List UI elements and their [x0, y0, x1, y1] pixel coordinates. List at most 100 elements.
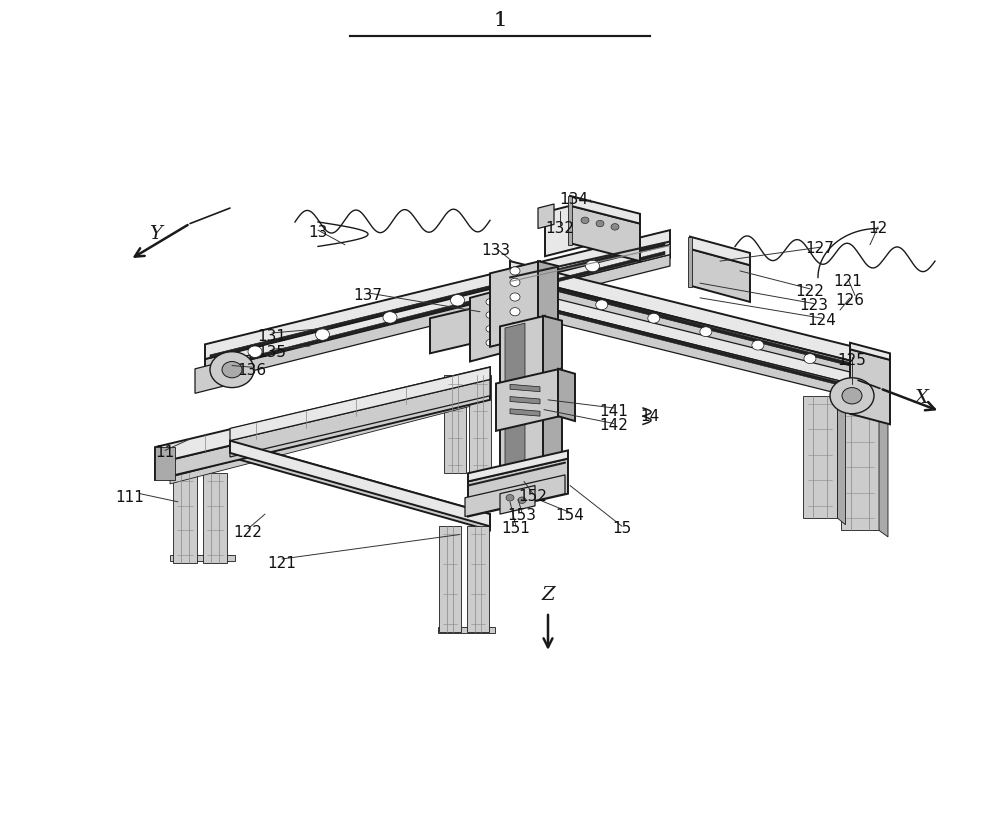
Polygon shape [430, 299, 510, 353]
Text: 122: 122 [796, 284, 824, 299]
Text: 151: 151 [502, 521, 530, 536]
Polygon shape [543, 316, 562, 478]
Polygon shape [467, 526, 489, 632]
Text: 141: 141 [600, 404, 628, 419]
Text: 152: 152 [519, 489, 547, 503]
Polygon shape [444, 375, 466, 473]
Polygon shape [469, 375, 491, 473]
Polygon shape [510, 261, 870, 366]
Polygon shape [155, 447, 175, 480]
Polygon shape [230, 441, 490, 526]
Polygon shape [510, 299, 870, 401]
Polygon shape [510, 409, 540, 416]
Polygon shape [545, 201, 590, 256]
Text: Y: Y [149, 225, 161, 243]
Circle shape [316, 329, 330, 340]
Circle shape [752, 340, 764, 350]
Text: 14: 14 [640, 409, 660, 424]
Polygon shape [230, 367, 490, 441]
Polygon shape [510, 384, 540, 392]
Polygon shape [203, 473, 227, 563]
Text: 134: 134 [560, 192, 588, 206]
Polygon shape [500, 486, 535, 514]
Text: 133: 133 [481, 243, 511, 258]
Circle shape [248, 346, 262, 357]
Polygon shape [802, 396, 837, 518]
Polygon shape [570, 196, 640, 224]
Text: 1: 1 [493, 11, 507, 30]
Text: 123: 123 [800, 299, 828, 313]
Polygon shape [470, 287, 510, 361]
Circle shape [506, 494, 514, 501]
Polygon shape [205, 245, 670, 372]
Polygon shape [205, 230, 670, 359]
Polygon shape [690, 237, 750, 265]
Circle shape [581, 217, 589, 224]
Circle shape [510, 322, 520, 330]
Polygon shape [837, 396, 845, 525]
Polygon shape [515, 299, 868, 392]
Polygon shape [570, 206, 640, 261]
Polygon shape [568, 196, 572, 245]
Circle shape [648, 313, 660, 323]
Polygon shape [439, 526, 461, 632]
Text: 135: 135 [258, 345, 287, 360]
Circle shape [700, 326, 712, 336]
Text: 137: 137 [354, 288, 382, 303]
Text: X: X [914, 389, 928, 407]
Circle shape [510, 278, 520, 286]
Text: 11: 11 [155, 446, 175, 460]
Polygon shape [195, 355, 250, 393]
Polygon shape [500, 316, 545, 484]
Circle shape [486, 312, 494, 318]
Circle shape [510, 308, 520, 316]
Polygon shape [515, 277, 868, 370]
Circle shape [210, 352, 254, 388]
Polygon shape [465, 475, 565, 517]
Text: 121: 121 [268, 556, 296, 570]
Polygon shape [230, 441, 490, 530]
Circle shape [450, 295, 464, 306]
Circle shape [518, 497, 526, 503]
Text: 126: 126 [836, 293, 864, 308]
Circle shape [510, 267, 520, 275]
Text: 136: 136 [237, 363, 267, 378]
Polygon shape [850, 343, 890, 360]
Polygon shape [850, 349, 890, 424]
Text: 12: 12 [868, 221, 888, 236]
Circle shape [611, 224, 619, 230]
Text: 1: 1 [493, 11, 507, 30]
Polygon shape [218, 251, 665, 368]
Polygon shape [490, 261, 540, 347]
Circle shape [510, 293, 520, 301]
Polygon shape [496, 369, 560, 431]
Text: 132: 132 [546, 221, 574, 236]
Polygon shape [510, 397, 540, 404]
Text: 142: 142 [600, 419, 628, 433]
Circle shape [596, 300, 608, 309]
Polygon shape [215, 245, 670, 367]
Circle shape [486, 299, 494, 305]
Polygon shape [538, 261, 558, 339]
Circle shape [544, 286, 556, 296]
Text: 127: 127 [806, 242, 834, 256]
Circle shape [518, 277, 532, 289]
Polygon shape [215, 255, 670, 380]
Polygon shape [558, 369, 575, 421]
Circle shape [804, 354, 816, 364]
Text: 124: 124 [808, 313, 836, 328]
Text: 121: 121 [834, 274, 862, 289]
Text: 154: 154 [556, 508, 584, 523]
Polygon shape [230, 379, 490, 457]
Circle shape [222, 361, 242, 378]
Polygon shape [210, 242, 665, 358]
Polygon shape [468, 459, 568, 517]
Polygon shape [155, 384, 490, 480]
Polygon shape [690, 249, 750, 302]
Text: 131: 131 [258, 329, 287, 344]
Circle shape [586, 260, 600, 272]
Text: 125: 125 [838, 353, 866, 368]
Circle shape [486, 339, 494, 346]
Text: 122: 122 [234, 525, 262, 539]
Circle shape [842, 388, 862, 404]
